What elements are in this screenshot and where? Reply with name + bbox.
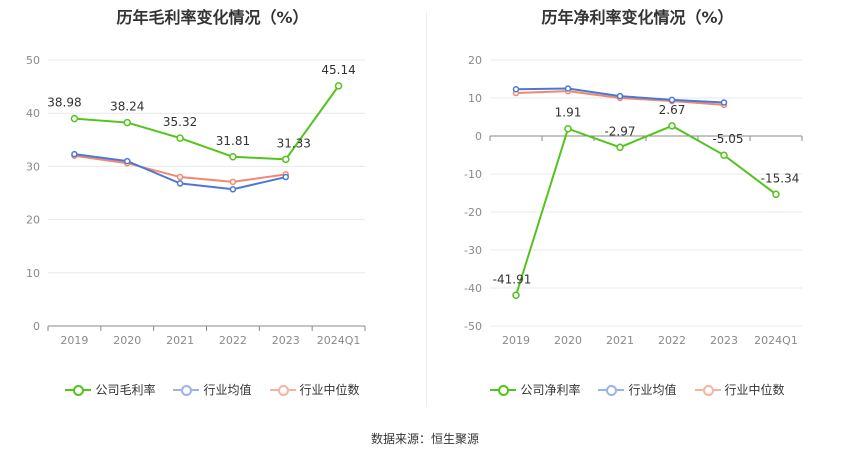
net-margin-title: 历年净利率变化情况（%） bbox=[541, 8, 734, 27]
data-point-company bbox=[564, 124, 572, 133]
legend-label-avg: 行业均值 bbox=[628, 383, 677, 397]
y-tick-label: 20 bbox=[468, 54, 482, 67]
data-point-avg bbox=[564, 85, 572, 92]
legend-swatch-company bbox=[490, 384, 517, 396]
y-tick-label: 20 bbox=[26, 214, 40, 227]
data-point-avg bbox=[668, 96, 676, 104]
series-line-company bbox=[74, 85, 340, 161]
legend-swatch-median bbox=[694, 384, 721, 396]
legend-label-avg: 行业均值 bbox=[203, 383, 252, 397]
data-label: 31.33 bbox=[277, 136, 311, 150]
data-point-company bbox=[70, 114, 79, 123]
data-point-avg bbox=[720, 99, 728, 106]
data-source-note: 数据来源：恒生聚源 bbox=[370, 432, 479, 446]
legend-label-company: 公司净利率 bbox=[520, 383, 581, 397]
data-label: 38.98 bbox=[47, 96, 81, 110]
y-tick-label: -40 bbox=[464, 282, 482, 295]
x-tick-label: 2021 bbox=[606, 334, 634, 347]
x-tick-label: 2020 bbox=[554, 334, 582, 347]
data-label: 31.81 bbox=[216, 134, 250, 148]
data-point-avg bbox=[71, 150, 78, 158]
x-tick-label: 2023 bbox=[272, 334, 300, 347]
y-tick-label: -30 bbox=[464, 244, 482, 257]
data-point-company bbox=[334, 82, 343, 90]
x-tick-label: 2024Q1 bbox=[754, 334, 798, 347]
data-point-company bbox=[229, 153, 237, 161]
y-tick-label: 0 bbox=[33, 320, 40, 333]
legend-item-company[interactable]: 公司净利率 bbox=[490, 381, 580, 398]
legend-item-avg[interactable]: 行业均值 bbox=[173, 381, 252, 398]
data-point-median bbox=[176, 173, 184, 181]
data-point-company bbox=[720, 151, 728, 159]
gross-margin-chart: 0 10 20 30 40 50 2019 2020 2021 2022 2023 2024Q1 38.… bbox=[26, 54, 366, 347]
data-point-median bbox=[229, 178, 237, 186]
x-tick-label: 2022 bbox=[658, 334, 686, 347]
data-label: 45.14 bbox=[321, 63, 355, 77]
legend-item-median[interactable]: 行业中位数 bbox=[694, 381, 785, 398]
panel-divider bbox=[426, 12, 427, 407]
data-point-avg bbox=[229, 186, 237, 193]
data-point-avg bbox=[124, 157, 131, 165]
y-tick-label: -50 bbox=[464, 320, 482, 333]
x-tick-label: 2023 bbox=[710, 334, 738, 347]
x-tick-label: 2019 bbox=[502, 334, 530, 347]
legend-swatch-avg bbox=[598, 384, 625, 396]
net-margin-panel: 历年净利率变化情况（%） -50 -40 -30 -20 -10 0 10 20 2019 202… bbox=[425, 0, 850, 420]
data-point-company bbox=[176, 134, 184, 142]
data-label: 1.91 bbox=[555, 106, 582, 120]
data-label: -41.91 bbox=[493, 272, 532, 286]
y-tick-label: 30 bbox=[26, 160, 40, 173]
data-point-company bbox=[616, 143, 624, 152]
data-label: 38.24 bbox=[110, 100, 144, 114]
data-point-company bbox=[772, 190, 780, 199]
legend-item-company[interactable]: 公司毛利率 bbox=[65, 381, 155, 398]
net-margin-chart: -50 -40 -30 -20 -10 0 10 20 2019 2020 2021 2022 2023… bbox=[464, 54, 803, 347]
x-tick-label: 2019 bbox=[60, 334, 88, 347]
data-point-company bbox=[123, 118, 131, 127]
data-point-avg bbox=[176, 180, 184, 187]
legend-label-median: 行业中位数 bbox=[299, 383, 360, 397]
y-tick-label: 0 bbox=[475, 130, 482, 143]
data-label: 2.67 bbox=[659, 103, 686, 117]
data-point-company bbox=[512, 291, 520, 300]
y-tick-label: -10 bbox=[464, 168, 482, 181]
net-margin-legend: 公司净利率 行业均值 行业中位数 bbox=[425, 381, 850, 398]
legend-label-median: 行业中位数 bbox=[724, 383, 785, 397]
y-tick-label: 50 bbox=[26, 54, 40, 67]
legend-swatch-company bbox=[65, 384, 92, 396]
x-tick-label: 2022 bbox=[219, 334, 247, 347]
legend-swatch-avg bbox=[173, 384, 200, 396]
y-tick-label: -20 bbox=[464, 206, 482, 219]
gross-margin-panel: 历年毛利率变化情况（%） 0 10 20 30 40 50 2019 2020 2021 2022… bbox=[0, 0, 425, 420]
gross-margin-legend: 公司毛利率 行业均值 行业中位数 bbox=[0, 381, 425, 398]
series-line-company bbox=[515, 124, 777, 296]
data-label: -5.05 bbox=[712, 132, 743, 146]
legend-swatch-median bbox=[269, 384, 296, 396]
data-point-company bbox=[668, 122, 676, 130]
data-label: -2.97 bbox=[604, 124, 635, 138]
y-tick-label: 10 bbox=[26, 267, 40, 280]
legend-item-median[interactable]: 行业中位数 bbox=[269, 381, 360, 398]
gross-margin-title: 历年毛利率变化情况（%） bbox=[116, 8, 309, 27]
x-tick-label: 2021 bbox=[166, 334, 194, 347]
data-point-company bbox=[282, 155, 290, 164]
legend-item-avg[interactable]: 行业均值 bbox=[598, 381, 677, 398]
y-tick-label: 40 bbox=[26, 107, 40, 120]
data-label: 35.32 bbox=[163, 115, 197, 129]
y-tick-label: 10 bbox=[468, 92, 482, 105]
data-point-avg bbox=[512, 86, 520, 93]
data-point-avg bbox=[282, 173, 289, 181]
legend-label-company: 公司毛利率 bbox=[95, 383, 156, 397]
x-tick-label: 2020 bbox=[113, 334, 141, 347]
data-label: -15.34 bbox=[761, 171, 800, 185]
x-tick-label: 2024Q1 bbox=[317, 334, 361, 347]
data-point-avg bbox=[616, 92, 624, 100]
